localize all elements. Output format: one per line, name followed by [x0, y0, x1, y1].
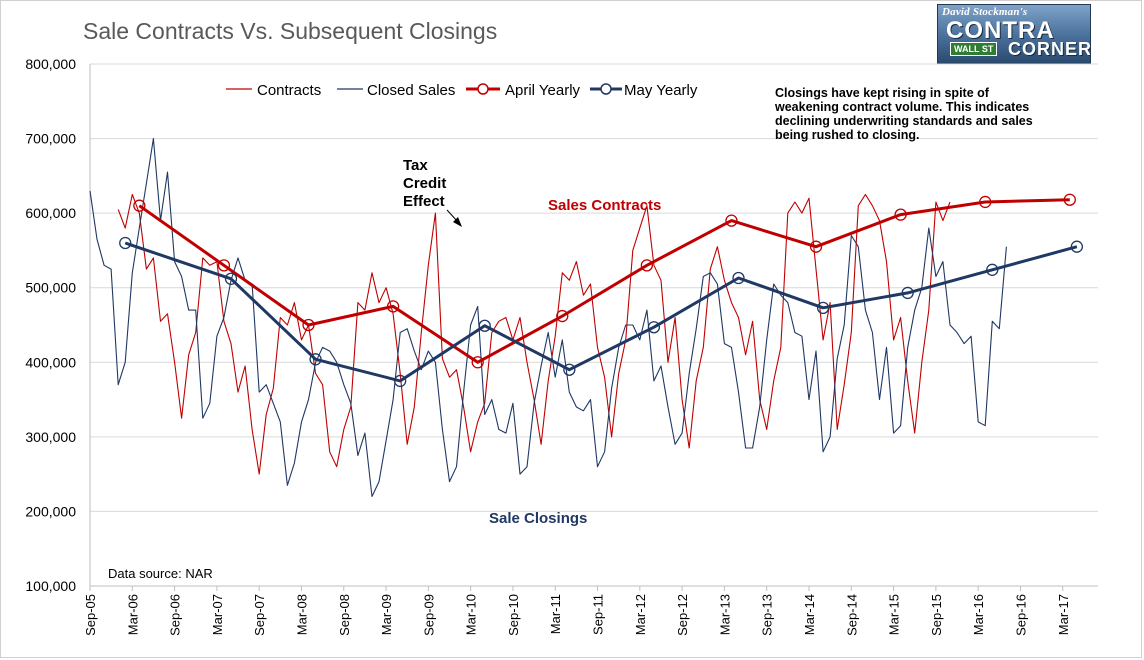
x-tick-label: Sep-07	[252, 594, 267, 636]
y-tick-label: 400,000	[25, 354, 76, 370]
point-may-yearly	[119, 236, 132, 250]
legend-label-may-yearly: May Yearly	[624, 82, 698, 99]
x-tick-label: Mar-08	[294, 594, 309, 635]
legend-marker-may-yearly	[600, 83, 612, 95]
point-may-yearly	[224, 272, 238, 285]
point-may-yearly	[732, 271, 745, 285]
point-may-yearly	[647, 321, 661, 334]
x-tick-label: Sep-09	[421, 594, 436, 636]
point-april-yearly	[725, 214, 738, 227]
point-april-yearly	[979, 195, 992, 209]
legend-marker-april-yearly	[477, 83, 489, 95]
x-tick-label: Mar-11	[548, 594, 563, 634]
logo-street-sign: WALL ST	[950, 42, 998, 56]
x-tick-label: Sep-10	[506, 594, 521, 636]
point-april-yearly	[471, 356, 484, 369]
x-tick-label: Sep-06	[168, 594, 183, 636]
legend-label-closed-sales: Closed Sales	[367, 82, 455, 99]
series-line-april-yearly	[138, 198, 1070, 364]
sales-contracts-label: Sales Contracts	[548, 197, 661, 214]
y-tick-label: 300,000	[25, 429, 76, 445]
y-axis: 100,000 200,000 300,000 400,000 500,000 600,0…	[25, 56, 91, 594]
note-line: being rushed to closing.	[775, 128, 919, 142]
x-tick-label: Mar-06	[125, 594, 140, 635]
y-tick-label: 800,000	[25, 56, 76, 72]
point-april-yearly	[386, 300, 400, 313]
legend: Contracts Closed Sales April Yearly May …	[226, 82, 698, 99]
x-tick-label: Sep-14	[844, 594, 859, 636]
tax-credit-annotation: Tax Credit Effect	[403, 157, 446, 210]
x-tick-label: Sep-15	[929, 594, 944, 636]
contra-corner-logo: David Stockman's CONTRA WALL ST CORNER	[937, 4, 1091, 64]
point-may-yearly	[816, 301, 830, 314]
x-axis: Sep-05 Mar-06 Sep-06 Mar-07 Sep-07 Mar-08 Sep-…	[83, 585, 1098, 636]
point-may-yearly	[309, 353, 322, 366]
logo-corner: CORNER	[1008, 39, 1091, 59]
legend-label-april-yearly: April Yearly	[505, 82, 581, 99]
x-tick-label: Mar-12	[633, 594, 648, 635]
x-tick-label: Mar-10	[464, 594, 479, 635]
sale-closings-label: Sale Closings	[489, 510, 587, 527]
x-tick-label: Mar-07	[210, 594, 225, 635]
point-may-yearly	[986, 263, 999, 276]
x-tick-label: Sep-05	[83, 594, 98, 636]
series-line-closed-sales	[89, 138, 1007, 498]
tax-credit-line: Tax	[403, 157, 428, 174]
legend-label-contracts: Contracts	[257, 82, 321, 99]
x-tick-label: Sep-13	[760, 594, 775, 636]
point-may-yearly	[1070, 240, 1084, 253]
point-april-yearly	[217, 259, 231, 272]
logo-contra: CONTRA	[946, 17, 1055, 44]
series-line-may-yearly	[124, 241, 1078, 383]
y-tick-label: 100,000	[25, 578, 76, 594]
point-april-yearly	[640, 259, 654, 272]
x-tick-label: Sep-08	[337, 594, 352, 636]
point-april-yearly	[809, 240, 823, 253]
tax-credit-line: Credit	[403, 175, 446, 192]
note-annotation: Closings have kept rising in spite of we…	[774, 86, 1033, 142]
note-line: Closings have kept rising in spite of	[775, 86, 990, 100]
tax-credit-line: Effect	[403, 193, 445, 210]
point-april-yearly	[133, 199, 146, 212]
x-tick-label: Mar-09	[379, 594, 394, 635]
y-tick-label: 700,000	[25, 131, 76, 147]
x-tick-label: Sep-12	[675, 594, 690, 636]
point-may-yearly	[563, 363, 576, 376]
x-tick-label: Mar-17	[1056, 594, 1071, 635]
x-tick-label: Mar-15	[887, 594, 902, 635]
tax-credit-arrow	[446, 209, 462, 227]
point-april-yearly	[556, 309, 569, 323]
point-may-yearly	[901, 286, 914, 300]
point-april-yearly	[302, 318, 315, 332]
y-tick-label: 500,000	[25, 280, 76, 296]
point-april-yearly	[894, 208, 907, 221]
note-line: declining underwriting standards and sal…	[775, 114, 1033, 128]
data-source-label: Data source: NAR	[108, 566, 213, 581]
point-april-yearly	[1063, 193, 1076, 206]
point-may-yearly	[478, 319, 491, 332]
x-tick-label: Mar-16	[971, 594, 986, 635]
point-may-yearly	[394, 374, 407, 388]
x-tick-label: Sep-16	[1013, 594, 1028, 636]
note-line: weakening contract volume. This indicate…	[774, 100, 1029, 114]
y-tick-label: 200,000	[25, 503, 76, 519]
series-layer	[89, 138, 1084, 498]
x-tick-label: Sep-11	[591, 594, 606, 635]
series-line-contracts	[117, 193, 951, 475]
y-tick-label: 600,000	[25, 205, 76, 221]
logo-subtitle: David Stockman's	[942, 6, 1028, 18]
chart-title: Sale Contracts Vs. Subsequent Closings	[83, 18, 498, 44]
x-tick-label: Mar-13	[717, 594, 732, 635]
x-tick-label: Mar-14	[802, 594, 817, 635]
